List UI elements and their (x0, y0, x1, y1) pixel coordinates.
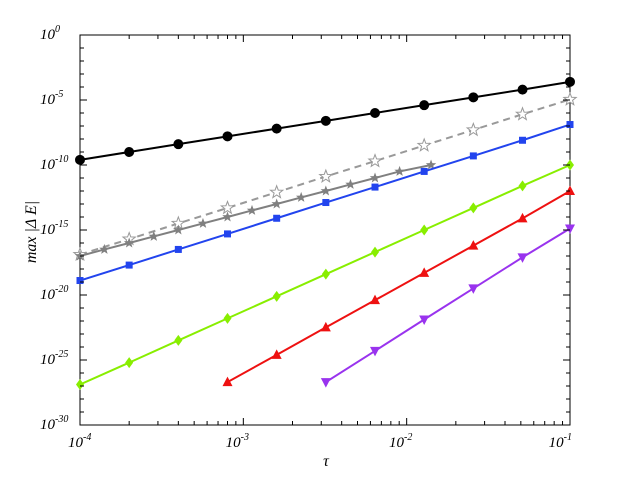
data-point (148, 230, 160, 241)
data-point (420, 167, 428, 175)
data-point (562, 91, 578, 106)
x-axis-title: τ (323, 453, 330, 470)
x-tick-label: 10-2 (389, 432, 412, 451)
series-line (227, 190, 571, 383)
data-point (416, 137, 432, 152)
x-tick-label: 10-4 (68, 432, 91, 451)
data-point (565, 224, 575, 235)
data-point (371, 183, 379, 191)
data-point (468, 240, 479, 250)
data-point (246, 204, 258, 215)
data-point (322, 199, 330, 207)
data-point (565, 76, 575, 87)
tick-layer: 10-4 10-3 10-2 10-1 100 10-5 10-10 10-15 10-20 10… (40, 24, 572, 451)
series-6 (222, 185, 575, 387)
data-point (518, 180, 527, 192)
data-point (271, 198, 282, 209)
data-point (519, 136, 527, 144)
data-point (173, 224, 184, 235)
y-tick-label: 10-10 (40, 154, 68, 173)
data-point (517, 84, 528, 95)
data-point (271, 123, 282, 134)
data-point (222, 376, 233, 387)
data-point (295, 191, 307, 202)
series-4 (76, 121, 574, 285)
data-point (517, 253, 528, 263)
data-point (99, 243, 110, 254)
data-point (425, 159, 437, 170)
data-point (419, 315, 430, 326)
data-point (223, 312, 232, 324)
data-point (320, 115, 331, 126)
series-layer (72, 76, 578, 391)
data-point (321, 268, 330, 280)
data-point (469, 202, 478, 214)
series-line (325, 227, 571, 383)
y-tick-label: 10-20 (40, 284, 68, 303)
data-point (320, 378, 331, 388)
data-point (517, 212, 528, 223)
data-point (370, 294, 381, 305)
data-point (74, 250, 86, 261)
data-point (173, 139, 184, 150)
data-point (125, 261, 133, 269)
data-point (370, 108, 381, 118)
y-tick-label: 10-30 (40, 414, 68, 433)
data-point (469, 152, 477, 160)
data-point (271, 349, 282, 359)
x-tick-label: 10-1 (549, 432, 572, 451)
series-5 (76, 159, 574, 391)
data-point (75, 154, 85, 165)
y-tick-label: 10-15 (40, 219, 68, 238)
data-point (123, 237, 135, 248)
x-tick-label: 10-3 (226, 432, 249, 451)
data-point (369, 172, 381, 183)
y-tick-label: 100 (40, 24, 60, 43)
series-7 (320, 224, 575, 388)
data-point (174, 245, 182, 253)
data-point (125, 357, 134, 369)
data-point (269, 184, 285, 199)
data-point (222, 211, 233, 222)
data-point (76, 277, 84, 285)
data-point (320, 321, 331, 332)
data-point (76, 379, 84, 391)
data-point (219, 199, 236, 215)
data-point (514, 106, 531, 121)
series-3 (74, 159, 437, 261)
data-point (124, 147, 135, 157)
data-point (370, 346, 381, 357)
data-point (273, 214, 281, 222)
data-point (420, 224, 429, 236)
data-point (320, 185, 332, 196)
data-point (565, 185, 575, 195)
data-point (222, 131, 233, 142)
data-point (419, 267, 430, 277)
data-point (318, 168, 334, 183)
data-point (345, 178, 356, 189)
data-point (419, 100, 430, 111)
data-point (197, 217, 209, 228)
y-tick-label: 10-5 (40, 89, 63, 108)
data-point (465, 121, 481, 137)
data-point (174, 334, 183, 346)
data-point (367, 153, 383, 168)
data-point (371, 246, 380, 258)
series-1 (75, 76, 575, 165)
data-point (272, 290, 281, 302)
data-point (224, 230, 232, 238)
data-point (394, 165, 405, 176)
y-tick-label: 10-25 (40, 349, 68, 368)
data-point (566, 121, 574, 129)
y-axis-title: max |Δ E| (23, 201, 40, 263)
data-point (468, 92, 479, 103)
data-point (468, 284, 479, 294)
